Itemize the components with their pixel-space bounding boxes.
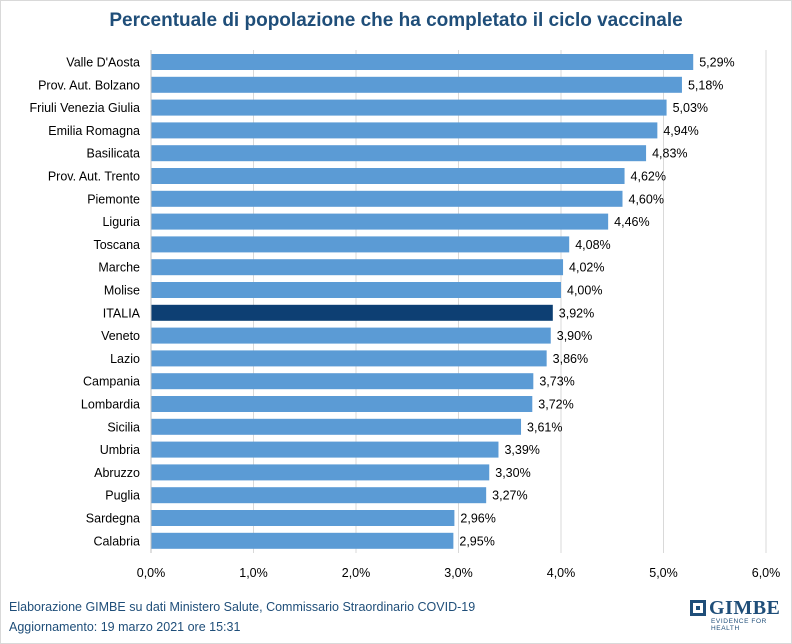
bar xyxy=(151,327,551,344)
x-tick-label: 0,0% xyxy=(137,566,166,580)
bar xyxy=(151,441,499,458)
category-label: Calabria xyxy=(93,534,140,548)
bar xyxy=(151,304,553,321)
category-label: Molise xyxy=(104,284,140,298)
bar xyxy=(151,373,534,390)
bar xyxy=(151,236,570,253)
logo-tagline: EVIDENCE FOR HEALTH xyxy=(711,618,767,632)
x-tick-label: 6,0% xyxy=(752,566,781,580)
value-label: 5,18% xyxy=(688,78,723,92)
bar xyxy=(151,282,561,298)
bar xyxy=(151,532,454,549)
value-label: 3,90% xyxy=(557,329,592,343)
value-label: 3,72% xyxy=(538,398,573,412)
value-label: 4,00% xyxy=(567,284,602,298)
value-label: 4,62% xyxy=(631,170,666,184)
category-label: Marche xyxy=(98,261,140,275)
value-label: 4,83% xyxy=(652,147,687,161)
value-label: 3,27% xyxy=(492,489,527,503)
value-label: 2,96% xyxy=(460,512,495,526)
value-label: 5,03% xyxy=(673,101,708,115)
category-label: Toscana xyxy=(93,238,140,252)
value-label: 4,08% xyxy=(575,238,610,252)
value-label: 4,02% xyxy=(569,261,604,275)
value-label: 5,29% xyxy=(699,56,734,70)
value-label: 3,39% xyxy=(504,443,539,457)
category-label: Emilia Romagna xyxy=(48,124,140,138)
value-label: 4,94% xyxy=(663,124,698,138)
source-note: Elaborazione GIMBE su dati Ministero Sal… xyxy=(9,600,476,614)
category-label: Sicilia xyxy=(107,420,140,434)
category-label: ITALIA xyxy=(103,306,141,320)
x-tick-label: 1,0% xyxy=(239,566,268,580)
category-label: Lombardia xyxy=(81,398,140,412)
value-label: 3,86% xyxy=(553,352,588,366)
x-tick-label: 4,0% xyxy=(547,566,576,580)
category-label: Sardegna xyxy=(86,512,140,526)
bar xyxy=(151,145,647,162)
category-label: Umbria xyxy=(100,443,140,457)
bar xyxy=(151,510,455,526)
value-label: 3,73% xyxy=(539,375,574,389)
category-label: Campania xyxy=(83,375,140,389)
bar xyxy=(151,122,658,139)
category-label: Prov. Aut. Bolzano xyxy=(38,78,140,92)
gimbe-logo: GIMBE EVIDENCE FOR HEALTH xyxy=(690,597,782,632)
chart-title: Percentuale di popolazione che ha comple… xyxy=(109,10,683,31)
category-label: Friuli Venezia Giulia xyxy=(30,101,141,115)
x-tick-label: 3,0% xyxy=(444,566,473,580)
value-label: 4,46% xyxy=(614,215,649,229)
bar xyxy=(151,213,609,230)
bar xyxy=(151,99,667,116)
bar xyxy=(151,168,625,184)
category-label: Valle D'Aosta xyxy=(66,56,140,70)
logo-name: GIMBE xyxy=(709,597,781,619)
x-tick-label: 5,0% xyxy=(649,566,678,580)
category-label: Puglia xyxy=(105,489,140,503)
value-label: 2,95% xyxy=(459,534,494,548)
x-tick-label: 2,0% xyxy=(342,566,371,580)
category-label: Prov. Aut. Trento xyxy=(48,170,140,184)
bar xyxy=(151,76,682,93)
bar xyxy=(151,396,533,412)
category-label: Liguria xyxy=(102,215,140,229)
bar xyxy=(151,54,694,70)
bar xyxy=(151,350,547,367)
value-label: 3,92% xyxy=(559,306,594,320)
category-label: Abruzzo xyxy=(94,466,140,480)
value-label: 3,61% xyxy=(527,420,562,434)
bar xyxy=(151,259,564,276)
bar xyxy=(151,190,623,207)
category-label: Veneto xyxy=(101,329,140,343)
bar xyxy=(151,464,490,481)
category-label: Piemonte xyxy=(87,192,140,206)
bar xyxy=(151,487,487,504)
value-label: 3,30% xyxy=(495,466,530,480)
logo-mark-icon xyxy=(690,600,706,616)
bar xyxy=(151,418,522,435)
value-label: 4,60% xyxy=(629,192,664,206)
category-label: Basilicata xyxy=(87,147,141,161)
update-note: Aggiornamento: 19 marzo 2021 ore 15:31 xyxy=(9,620,241,634)
category-label: Lazio xyxy=(110,352,140,366)
